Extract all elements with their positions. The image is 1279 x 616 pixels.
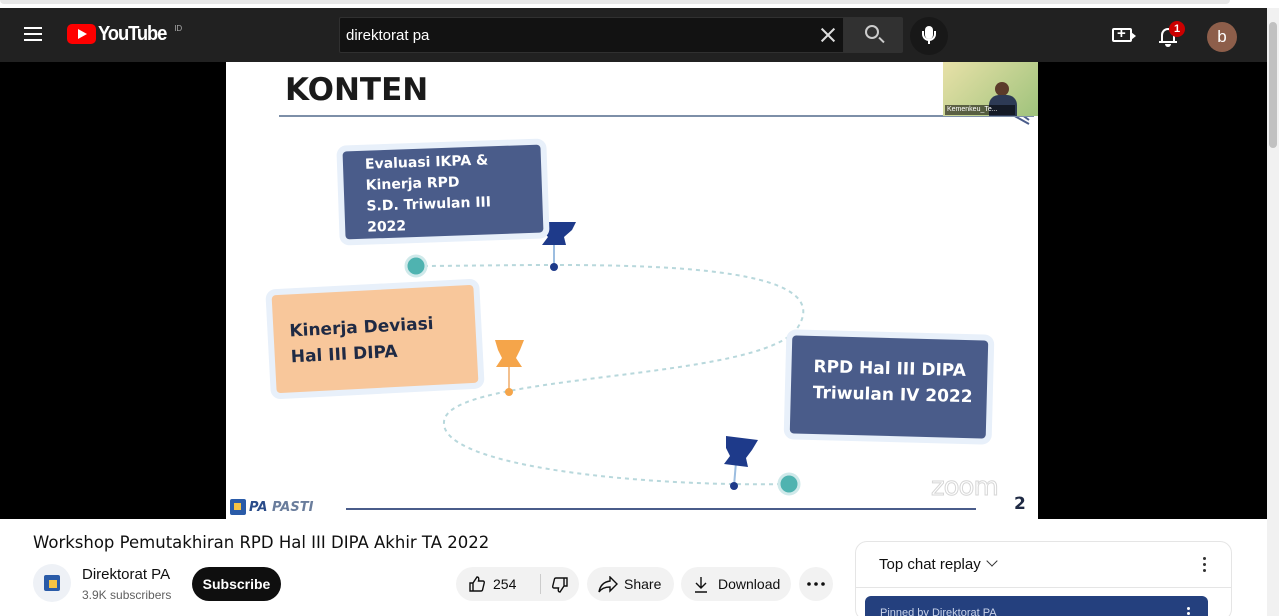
webcam-label: Kemenkeu_Te... bbox=[945, 105, 1015, 115]
download-icon bbox=[695, 577, 707, 593]
slide-title: KONTEN bbox=[285, 72, 429, 108]
pa-pasti-text: PA PASTI bbox=[249, 499, 314, 515]
card-rpd: RPD Hal III DIPA Triwulan IV 2022 bbox=[789, 335, 989, 439]
like-count: 254 bbox=[493, 576, 517, 592]
more-horizontal-icon bbox=[807, 582, 825, 586]
download-button[interactable]: Download bbox=[681, 567, 791, 601]
subscribe-button[interactable]: Subscribe bbox=[192, 567, 281, 601]
page-scrollbar[interactable] bbox=[1267, 8, 1279, 616]
thumbs-down-icon bbox=[552, 577, 568, 593]
card-evaluasi: Evaluasi IKPA & Kinerja RPD S.D. Triwula… bbox=[342, 144, 544, 240]
more-actions-button[interactable] bbox=[799, 567, 833, 601]
channel-name[interactable]: Direktorat PA bbox=[82, 566, 171, 583]
share-label: Share bbox=[624, 576, 662, 592]
pushpin-icon-blue-1 bbox=[542, 222, 576, 271]
chat-mode-dropdown[interactable]: Top chat replay bbox=[879, 556, 981, 573]
pushpin-icon-orange bbox=[495, 340, 524, 396]
subscriber-count: 3.9K subscribers bbox=[82, 588, 172, 602]
browser-top-edge bbox=[0, 0, 1279, 8]
title-divider bbox=[279, 115, 1034, 117]
teal-dot-top bbox=[404, 254, 428, 278]
scrollbar-thumb[interactable] bbox=[1269, 22, 1277, 148]
pa-pasti-logo: PA PASTI bbox=[230, 499, 313, 515]
share-icon bbox=[598, 576, 618, 593]
search-icon bbox=[865, 25, 879, 39]
teal-dot-bottom bbox=[777, 472, 801, 496]
like-divider bbox=[540, 574, 541, 594]
slide-page-number: 2 bbox=[1014, 494, 1026, 514]
card-kinerja-deviasi: Kinerja Deviasi Hal III DIPA bbox=[271, 284, 479, 394]
masthead: YouTube ID 1 b bbox=[0, 8, 1267, 62]
browser-tab-strip bbox=[0, 0, 1230, 4]
thumbs-up-icon bbox=[469, 576, 485, 592]
search-input[interactable] bbox=[340, 18, 800, 52]
pinned-message-text: Pinned by Direktorat PA bbox=[880, 607, 997, 616]
country-code: ID bbox=[174, 24, 183, 33]
card-rpd-line: Triwulan IV 2022 bbox=[812, 383, 973, 408]
notification-badge: 1 bbox=[1169, 21, 1185, 37]
search-button[interactable] bbox=[844, 17, 903, 53]
pinned-more-icon[interactable] bbox=[1187, 607, 1190, 616]
zoom-watermark: zoom bbox=[931, 472, 1000, 503]
chat-more-icon[interactable] bbox=[1203, 557, 1207, 573]
video-title: Workshop Pemutakhiran RPD Hal III DIPA A… bbox=[33, 533, 490, 552]
speaker-head bbox=[995, 82, 1009, 96]
voice-search-button[interactable] bbox=[910, 17, 948, 55]
youtube-play-icon bbox=[67, 24, 96, 44]
channel-avatar[interactable] bbox=[33, 564, 71, 602]
dislike-button[interactable] bbox=[541, 567, 579, 601]
pa-pasti-icon bbox=[230, 499, 246, 515]
pushpin-icon-blue-2 bbox=[724, 436, 758, 490]
like-button[interactable]: 254 bbox=[456, 567, 540, 601]
chat-header: Top chat replay bbox=[856, 542, 1231, 588]
footer-divider bbox=[346, 508, 976, 510]
slide-graphics bbox=[404, 111, 1030, 496]
webcam-thumbnail: Kemenkeu_Te... bbox=[943, 62, 1038, 116]
like-dislike-group: 254 bbox=[456, 567, 579, 601]
share-button[interactable]: Share bbox=[587, 567, 674, 601]
menu-icon[interactable] bbox=[24, 27, 42, 41]
chevron-down-icon[interactable] bbox=[986, 555, 998, 567]
dashed-path bbox=[415, 263, 805, 486]
pinned-message[interactable]: Pinned by Direktorat PA bbox=[865, 596, 1208, 616]
presentation-slide: KONTEN Kemenkeu_Te... Evaluasi IKPA & Ki… bbox=[226, 62, 1038, 519]
live-chat-panel: Top chat replay Pinned by Direktorat PA bbox=[855, 541, 1232, 616]
account-avatar[interactable]: b bbox=[1207, 22, 1237, 52]
create-video-icon[interactable] bbox=[1112, 25, 1136, 42]
logo-wordmark: YouTube bbox=[98, 23, 167, 45]
video-player[interactable]: KONTEN Kemenkeu_Te... Evaluasi IKPA & Ki… bbox=[0, 62, 1267, 519]
youtube-logo[interactable]: YouTube ID bbox=[67, 24, 182, 46]
search-box bbox=[339, 17, 844, 53]
download-label: Download bbox=[718, 576, 781, 592]
clear-search-icon[interactable] bbox=[817, 24, 839, 46]
channel-logo-icon bbox=[44, 575, 60, 591]
